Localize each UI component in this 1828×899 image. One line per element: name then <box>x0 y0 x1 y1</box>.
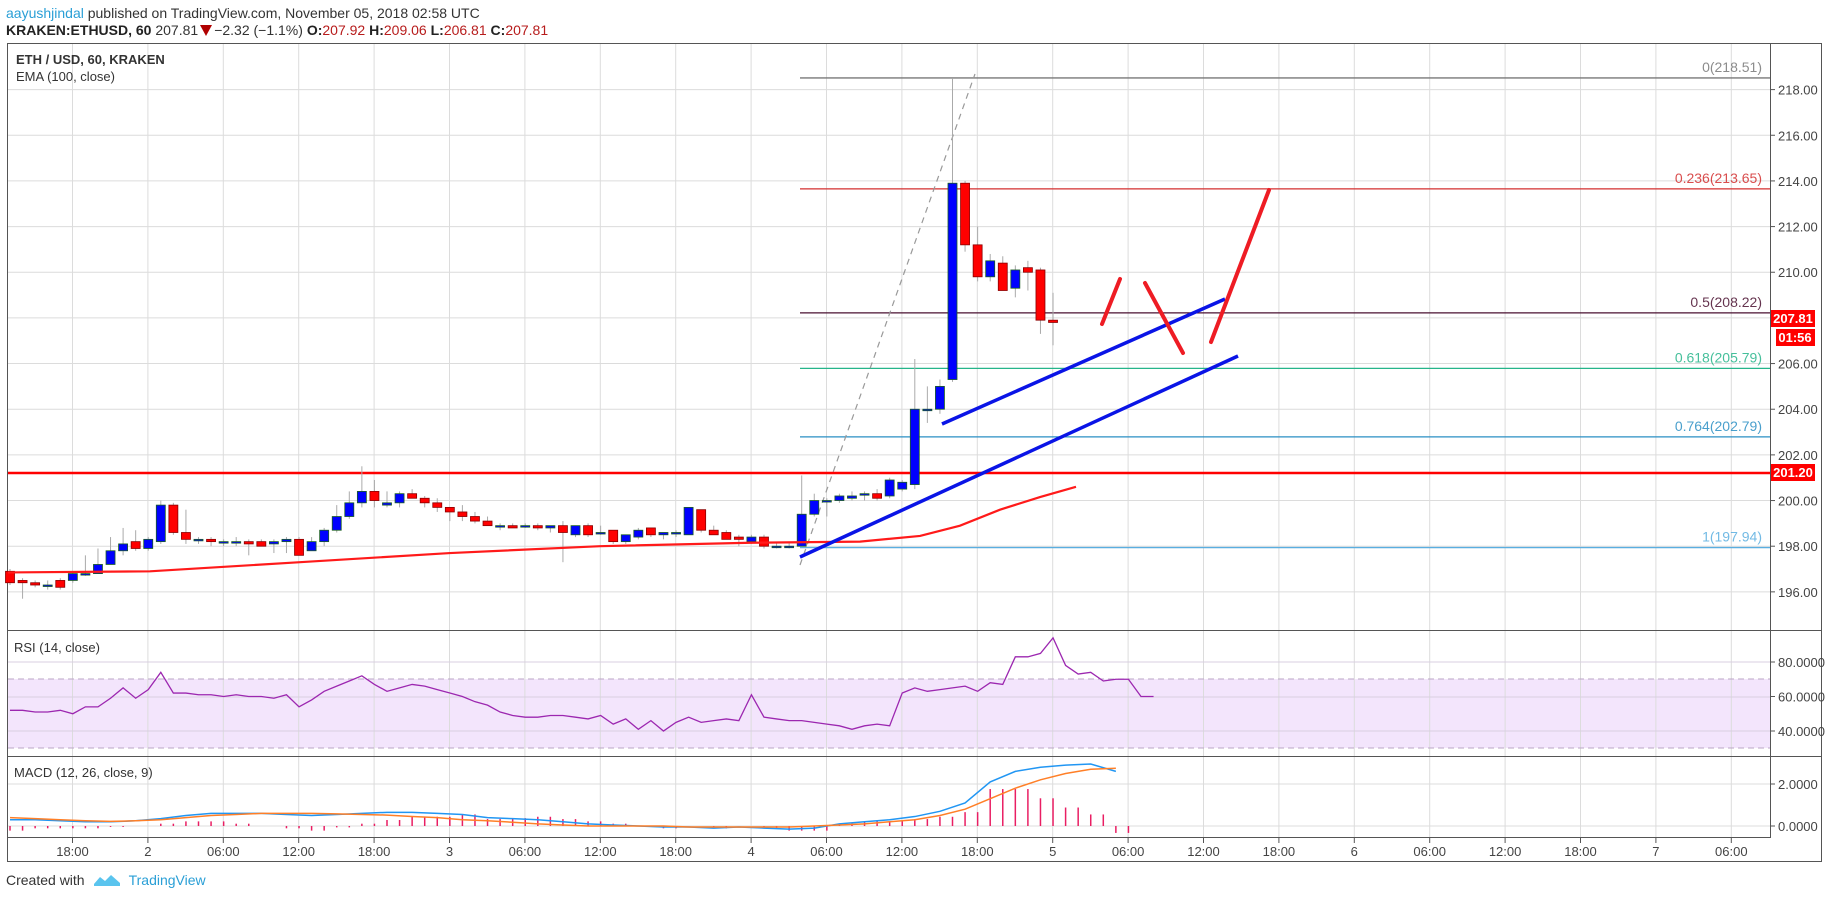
close-value: 207.81 <box>505 22 549 38</box>
svg-text:06:00: 06:00 <box>810 844 843 859</box>
svg-text:18:00: 18:00 <box>358 844 391 859</box>
svg-text:214.00: 214.00 <box>1778 174 1818 189</box>
footer: Created with TradingView <box>6 872 206 888</box>
svg-text:12:00: 12:00 <box>1187 844 1220 859</box>
resistance-price-tag <box>1771 464 1815 481</box>
resistance-price-tag-text: 201.20 <box>1773 465 1813 480</box>
svg-text:4: 4 <box>747 844 754 859</box>
open-label: O: <box>306 22 323 38</box>
svg-text:12:00: 12:00 <box>886 844 919 859</box>
svg-text:0.0000: 0.0000 <box>1778 819 1818 834</box>
svg-text:0(218.51): 0(218.51) <box>1702 59 1762 75</box>
svg-text:18:00: 18:00 <box>56 844 89 859</box>
high-label: H: <box>369 22 384 38</box>
down-triangle-icon <box>200 25 213 36</box>
rsi-legend[interactable]: RSI (14, close) <box>14 640 100 655</box>
countdown-tag-text: 01:56 <box>1778 330 1811 345</box>
macd-axis[interactable]: 2.0000 0.0000 <box>1770 777 1818 834</box>
upper-trendline[interactable] <box>941 297 1226 426</box>
macd-legend[interactable]: MACD (12, 26, close, 9) <box>14 765 153 780</box>
svg-text:06:00: 06:00 <box>509 844 542 859</box>
svg-text:196.00: 196.00 <box>1778 585 1818 600</box>
ema-legend[interactable]: EMA (100, close) <box>16 69 115 84</box>
svg-text:12:00: 12:00 <box>1489 844 1522 859</box>
svg-text:18:00: 18:00 <box>1564 844 1597 859</box>
svg-text:202.00: 202.00 <box>1778 448 1818 463</box>
last-price-tag-text: 207.81 <box>1773 311 1813 326</box>
main-pane-title: ETH / USD, 60, KRAKEN <box>16 52 165 67</box>
svg-text:218.00: 218.00 <box>1778 83 1818 98</box>
svg-text:212.00: 212.00 <box>1778 220 1818 235</box>
svg-text:06:00: 06:00 <box>207 844 240 859</box>
svg-text:204.00: 204.00 <box>1778 402 1818 417</box>
tradingview-link[interactable]: TradingView <box>128 872 206 888</box>
svg-text:216.00: 216.00 <box>1778 128 1818 143</box>
svg-text:6: 6 <box>1351 844 1358 859</box>
svg-text:0.618(205.79): 0.618(205.79) <box>1675 349 1762 365</box>
symbol-label: KRAKEN:ETHUSD, 60 <box>6 22 152 38</box>
rsi-line <box>10 636 1154 732</box>
svg-text:12:00: 12:00 <box>282 844 315 859</box>
macd-line <box>10 763 1117 830</box>
projection-leg-2[interactable] <box>1143 281 1185 355</box>
close-label: C: <box>490 22 506 38</box>
svg-text:18:00: 18:00 <box>1263 844 1296 859</box>
svg-text:18:00: 18:00 <box>961 844 994 859</box>
ema-100-line <box>7 485 1077 574</box>
low-value: 206.81 <box>443 22 487 38</box>
publish-info: aayushjindal published on TradingView.co… <box>6 4 480 22</box>
svg-text:0.5(208.22): 0.5(208.22) <box>1690 294 1762 310</box>
svg-text:06:00: 06:00 <box>1715 844 1748 859</box>
svg-text:5: 5 <box>1049 844 1056 859</box>
rsi-band <box>8 679 1770 748</box>
svg-text:60.0000: 60.0000 <box>1778 690 1825 705</box>
lower-trendline[interactable] <box>799 354 1239 559</box>
svg-text:210.00: 210.00 <box>1778 265 1818 280</box>
signal-line <box>9 767 1116 828</box>
candlesticks <box>5 78 1058 599</box>
svg-text:18:00: 18:00 <box>659 844 692 859</box>
open-value: 207.92 <box>322 22 366 38</box>
svg-text:06:00: 06:00 <box>1112 844 1145 859</box>
last-price: 207.81 <box>155 22 199 38</box>
svg-text:40.0000: 40.0000 <box>1778 724 1825 739</box>
projection-leg-1[interactable] <box>1100 277 1122 326</box>
time-axis[interactable]: 18:00 2 06:00 12:00 18:00 3 06:00 12:00 18:00 4 06… <box>56 838 1748 859</box>
svg-text:06:00: 06:00 <box>1413 844 1446 859</box>
price-change: −2.32 (−1.1%) <box>214 22 303 38</box>
last-price-tag <box>1771 310 1815 327</box>
svg-text:2.0000: 2.0000 <box>1778 777 1818 792</box>
publish-text: published on TradingView.com, November 0… <box>83 5 480 21</box>
svg-text:200.00: 200.00 <box>1778 494 1818 509</box>
low-label: L: <box>430 22 444 38</box>
svg-text:198.00: 198.00 <box>1778 539 1818 554</box>
svg-text:0.236(213.65): 0.236(213.65) <box>1675 170 1762 186</box>
svg-text:0.764(202.79): 0.764(202.79) <box>1675 418 1762 434</box>
svg-text:3: 3 <box>446 844 453 859</box>
svg-text:12:00: 12:00 <box>584 844 617 859</box>
author-link[interactable]: aayushjindal <box>6 5 84 21</box>
projection-leg-3[interactable] <box>1209 188 1271 344</box>
high-value: 209.06 <box>383 22 427 38</box>
countdown-tag <box>1776 329 1815 346</box>
fib-trend-dashed-line[interactable] <box>799 73 976 566</box>
tradingview-logo-icon <box>93 875 120 886</box>
rsi-axis[interactable]: 80.0000 60.0000 40.0000 <box>1770 655 1825 739</box>
price-axis[interactable]: 218.00 216.00 214.00 212.00 210.00 206.00 204.… <box>1770 83 1818 600</box>
svg-text:2: 2 <box>144 844 151 859</box>
svg-text:80.0000: 80.0000 <box>1778 655 1825 670</box>
created-with-label: Created with <box>6 872 85 888</box>
symbol-ohlc-line: KRAKEN:ETHUSD, 60 207.81 −2.32 (−1.1%) O:… <box>6 21 548 39</box>
svg-text:206.00: 206.00 <box>1778 357 1818 372</box>
svg-text:7: 7 <box>1652 844 1659 859</box>
svg-text:1(197.94): 1(197.94) <box>1702 529 1762 545</box>
